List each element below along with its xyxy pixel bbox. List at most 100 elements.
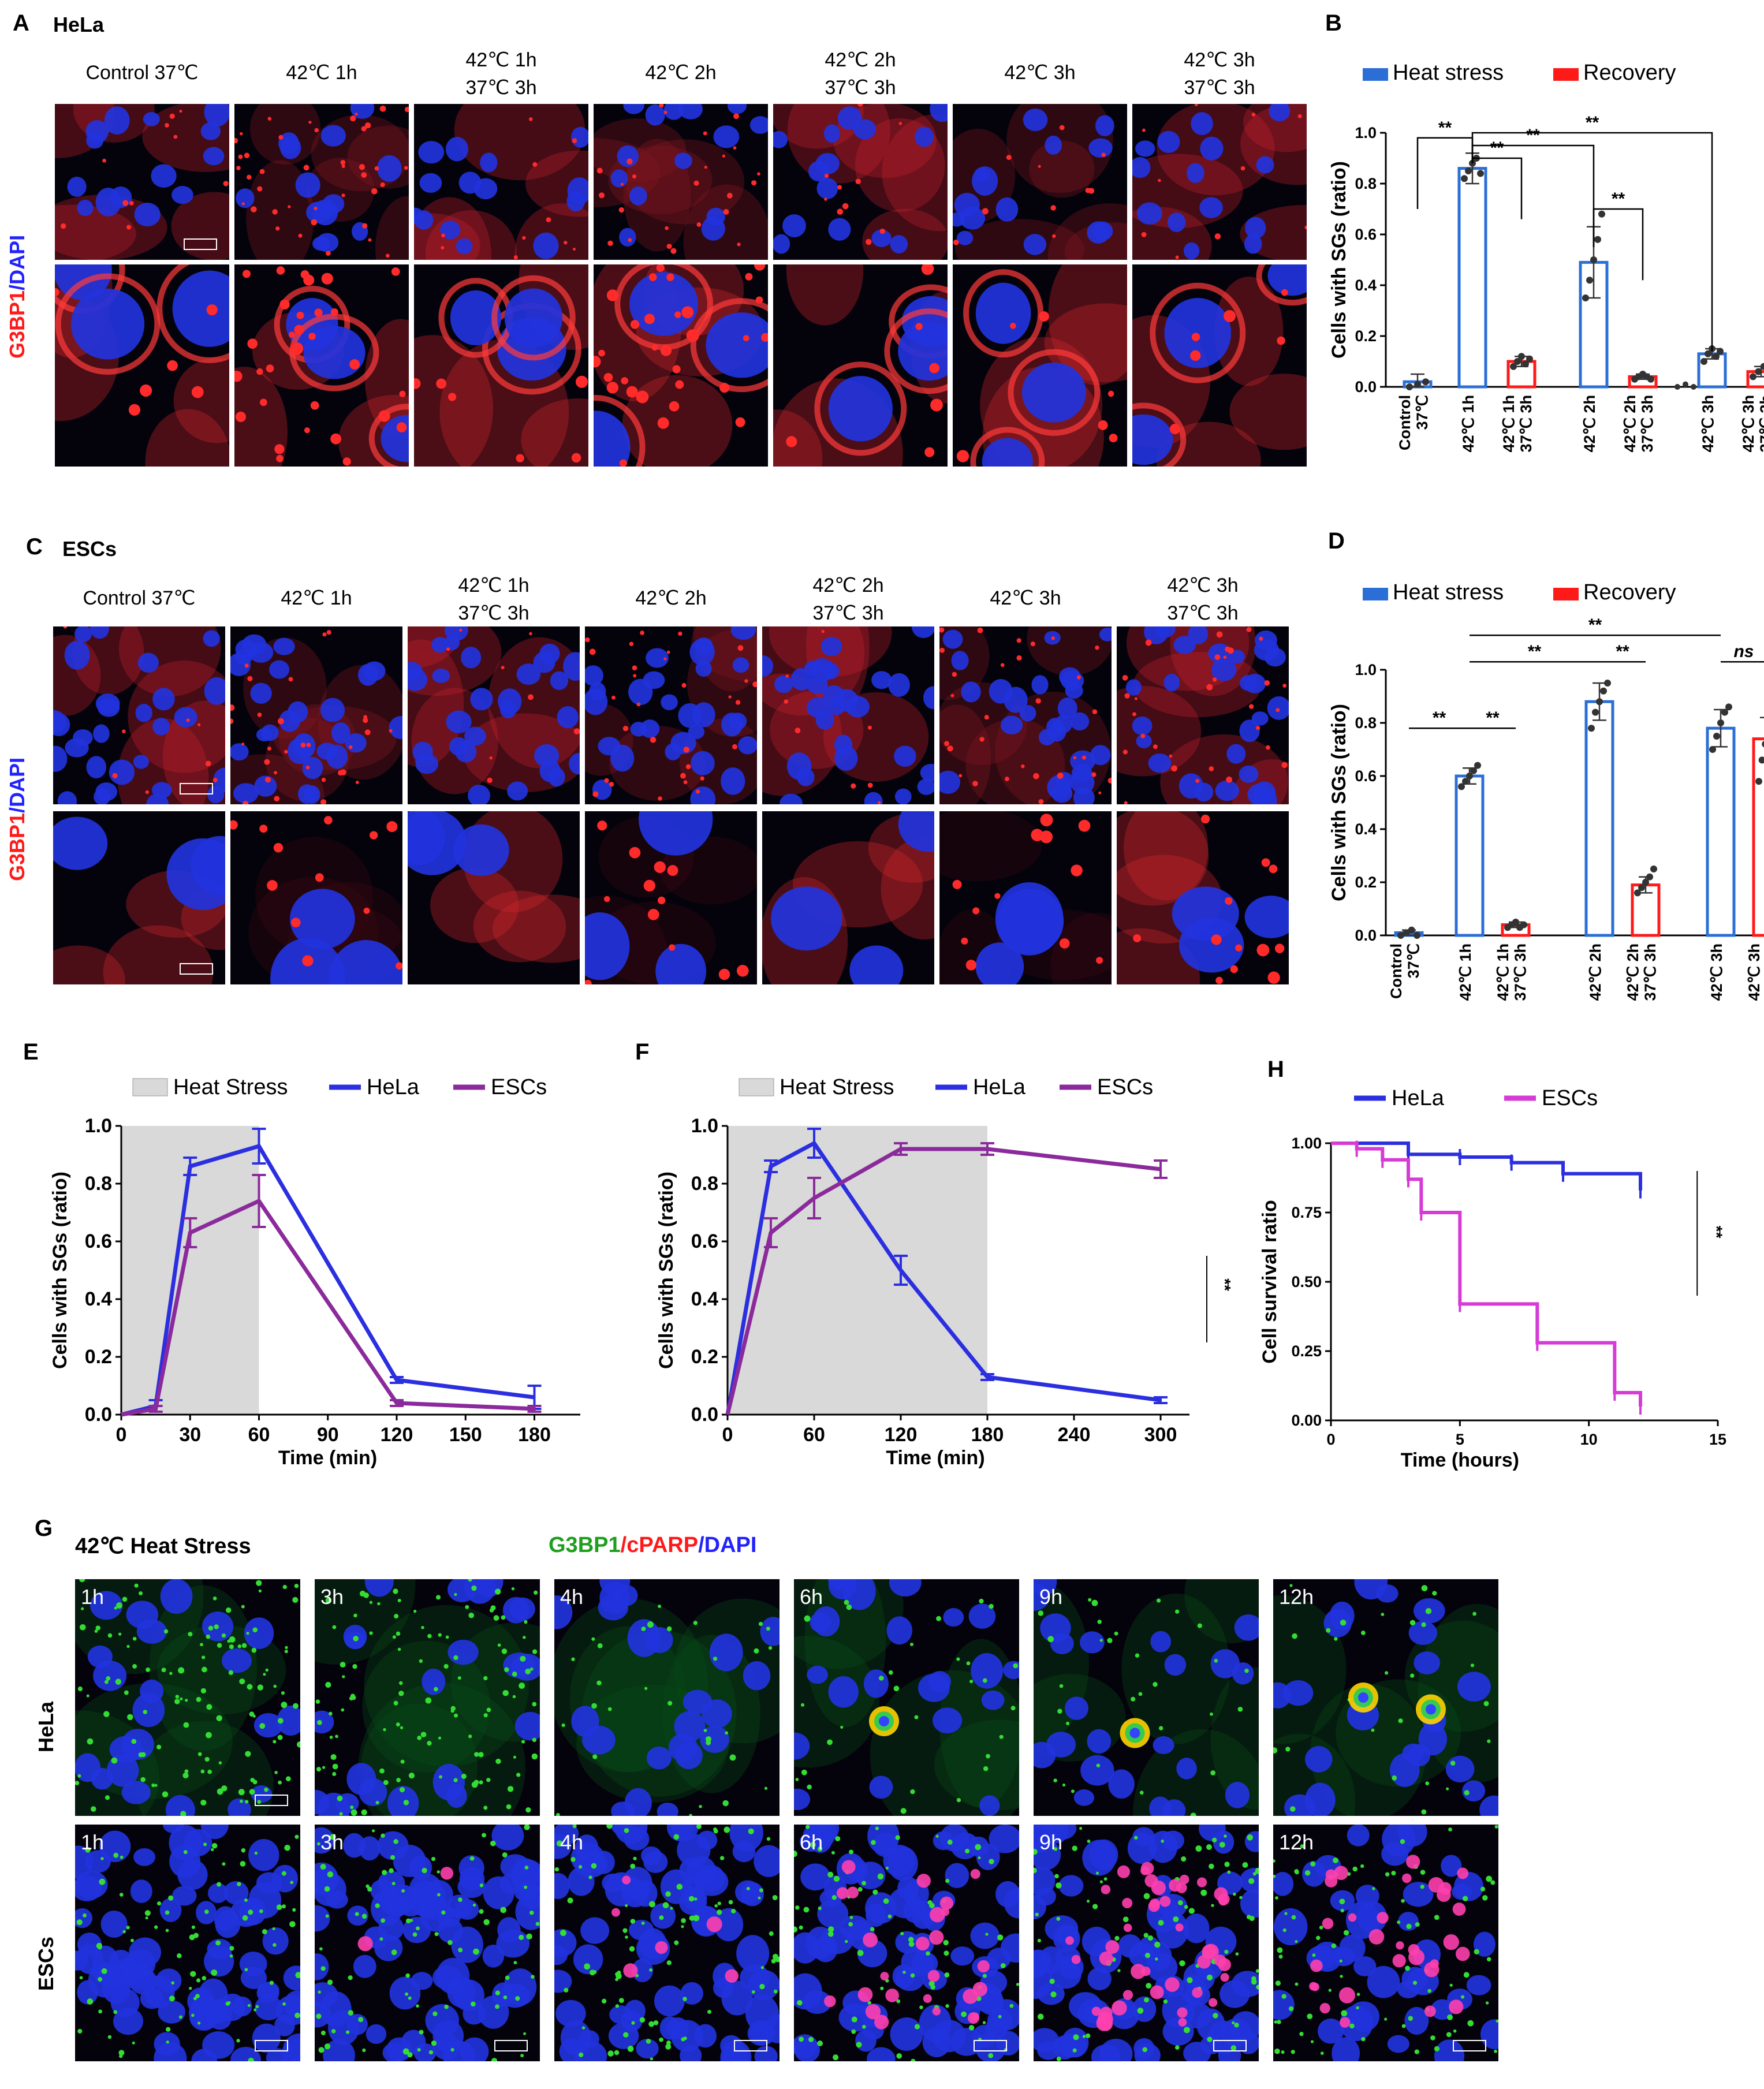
column-label-line: 42℃ 3h: [1184, 49, 1255, 71]
category-label: 42℃ 3h: [1708, 943, 1725, 1001]
x-tick-label: 300: [1144, 1424, 1177, 1446]
micrograph-overview: [762, 626, 934, 804]
data-point: [1461, 175, 1468, 182]
micrograph-zoom-image: [773, 264, 948, 467]
micrograph-overview-image: [939, 626, 1112, 804]
y-tick-label: 0.0: [85, 1404, 112, 1426]
panel-a-cell-title: HeLa: [53, 13, 105, 36]
data-point: [1414, 932, 1420, 939]
category-label: 42℃ 1h: [1457, 943, 1474, 1001]
y-axis-label: Cells with SGs (ratio): [1328, 161, 1350, 359]
series-line-escs: [121, 1198, 535, 1417]
micrograph-hela: [1034, 1579, 1259, 1816]
micrograph-hela: [794, 1579, 1019, 1816]
micrograph-hela-image: [315, 1579, 540, 1816]
micrograph-overview-image: [585, 626, 757, 804]
panel-g-stain-label: G3BP1/cPARP/DAPI: [549, 1533, 756, 1558]
micrograph-hela-image: [1273, 1579, 1498, 1816]
y-tick-label: 0.2: [85, 1346, 112, 1368]
micrograph-hela: [75, 1579, 300, 1816]
x-tick-label: 30: [179, 1424, 201, 1446]
data-point: [1683, 381, 1688, 387]
micrograph-zoom: [234, 264, 409, 467]
survival-line-escs: [1331, 1142, 1642, 1407]
heat-stress-shading: [728, 1126, 987, 1415]
column-label: 42℃ 3h 37℃ 3h: [1117, 572, 1289, 627]
x-tick-label: 180: [971, 1424, 1004, 1446]
micrograph-zoom: [762, 811, 934, 984]
column-label: 42℃ 2h: [585, 584, 757, 612]
micrograph-zoom: [55, 264, 229, 467]
g3bp1-stain-text: G3BP1: [549, 1533, 621, 1557]
micrograph-zoom: [1117, 811, 1289, 984]
panel-c-stain-label: G3BP1/DAPI: [5, 743, 29, 881]
panel-label-b: B: [1325, 10, 1342, 36]
series-line-hela: [725, 1140, 1161, 1415]
column-label: 42℃ 1h: [234, 59, 409, 87]
y-tick-label: 0.75: [1291, 1204, 1322, 1221]
legend-label-escs: ESCs: [1542, 1086, 1598, 1110]
y-tick-label: 1.0: [1355, 124, 1377, 141]
micrograph-escs-image: [794, 1825, 1019, 2061]
x-tick-label: 60: [803, 1424, 825, 1446]
y-tick-label: 0.4: [1355, 277, 1377, 294]
micrograph-overview-image: [234, 104, 409, 260]
micrograph-overview-image: [773, 104, 948, 260]
category-label: 42℃ 3h: [1740, 395, 1757, 452]
category-label: Control: [1388, 943, 1405, 999]
y-tick-label: 0.0: [1355, 927, 1377, 944]
column-label-line: 37℃ 3h: [1184, 77, 1255, 99]
y-tick-label: 0.4: [1355, 820, 1377, 838]
column-label-line: 42℃ 2h: [635, 587, 707, 609]
micrograph-zoom: [53, 811, 225, 984]
micrograph-overview: [1132, 104, 1307, 260]
micrograph-zoom-image: [585, 811, 757, 984]
significance-label: ns: [1733, 642, 1754, 661]
micrograph-overview: [594, 104, 768, 260]
data-point: [1422, 378, 1429, 386]
column-label: 42℃ 1h 37℃ 3h: [414, 46, 588, 102]
data-point: [1760, 363, 1764, 370]
timepoint-label: 3h: [320, 1585, 344, 1609]
x-axis-label: Time (hours): [1401, 1449, 1519, 1471]
legend-label-heat-stress: Heat stress: [1393, 580, 1504, 605]
dapi-stain-text: DAPI: [5, 757, 29, 807]
micrograph-zoom: [773, 264, 948, 467]
legend-label-heat-stress: Heat Stress: [173, 1075, 288, 1099]
data-point: [1512, 919, 1519, 926]
category-label: 42℃ 3h: [1699, 395, 1717, 452]
dapi-stain-text: DAPI: [704, 1533, 757, 1557]
x-axis-label: Time (min): [886, 1447, 984, 1469]
x-tick-label: 0: [116, 1424, 127, 1446]
timepoint-label: 4h: [560, 1830, 584, 1854]
panel-f-line-chart: Heat Stress HeLa ESCs 0.0 0.2 0.4 0.6 0.8 1.0 0 60…: [655, 1075, 1234, 1469]
category-label: 42℃ 1h: [1494, 943, 1512, 1001]
micrograph-zoom: [230, 811, 402, 984]
column-label-line: 42℃ 1h: [465, 49, 537, 71]
data-point: [1691, 384, 1696, 390]
micrograph-zoom: [1132, 264, 1307, 467]
timepoint-label: 1h: [81, 1585, 105, 1609]
micrograph-escs: [1034, 1825, 1259, 2061]
micrograph-overview-image: [1132, 104, 1307, 260]
y-axis-label: Cells with SGs (ratio): [49, 1172, 71, 1369]
category-label: 42℃ 2h: [1624, 943, 1642, 1001]
bar: [1752, 737, 1764, 937]
significance-label: **: [1707, 1226, 1725, 1239]
data-point: [1755, 778, 1762, 785]
data-point: [1462, 778, 1469, 785]
category-label: 37℃: [1405, 943, 1422, 978]
micrograph-overview-image: [953, 104, 1127, 260]
x-tick-label: 60: [248, 1424, 270, 1446]
column-label-line: 42℃ 2h: [645, 62, 717, 84]
y-tick-label: 0.8: [1355, 175, 1377, 192]
significance-label: **: [1528, 642, 1542, 661]
timepoint-label: 6h: [800, 1830, 823, 1854]
legend-label-escs: ESCs: [1097, 1075, 1153, 1099]
significance-label: **: [1433, 708, 1446, 728]
column-label-line: 42℃ 3h: [1004, 62, 1076, 84]
column-label: 42℃ 2h 37℃ 3h: [762, 572, 934, 627]
data-point: [1647, 375, 1654, 383]
significance-label: **: [1612, 189, 1625, 208]
data-point: [1408, 926, 1415, 934]
